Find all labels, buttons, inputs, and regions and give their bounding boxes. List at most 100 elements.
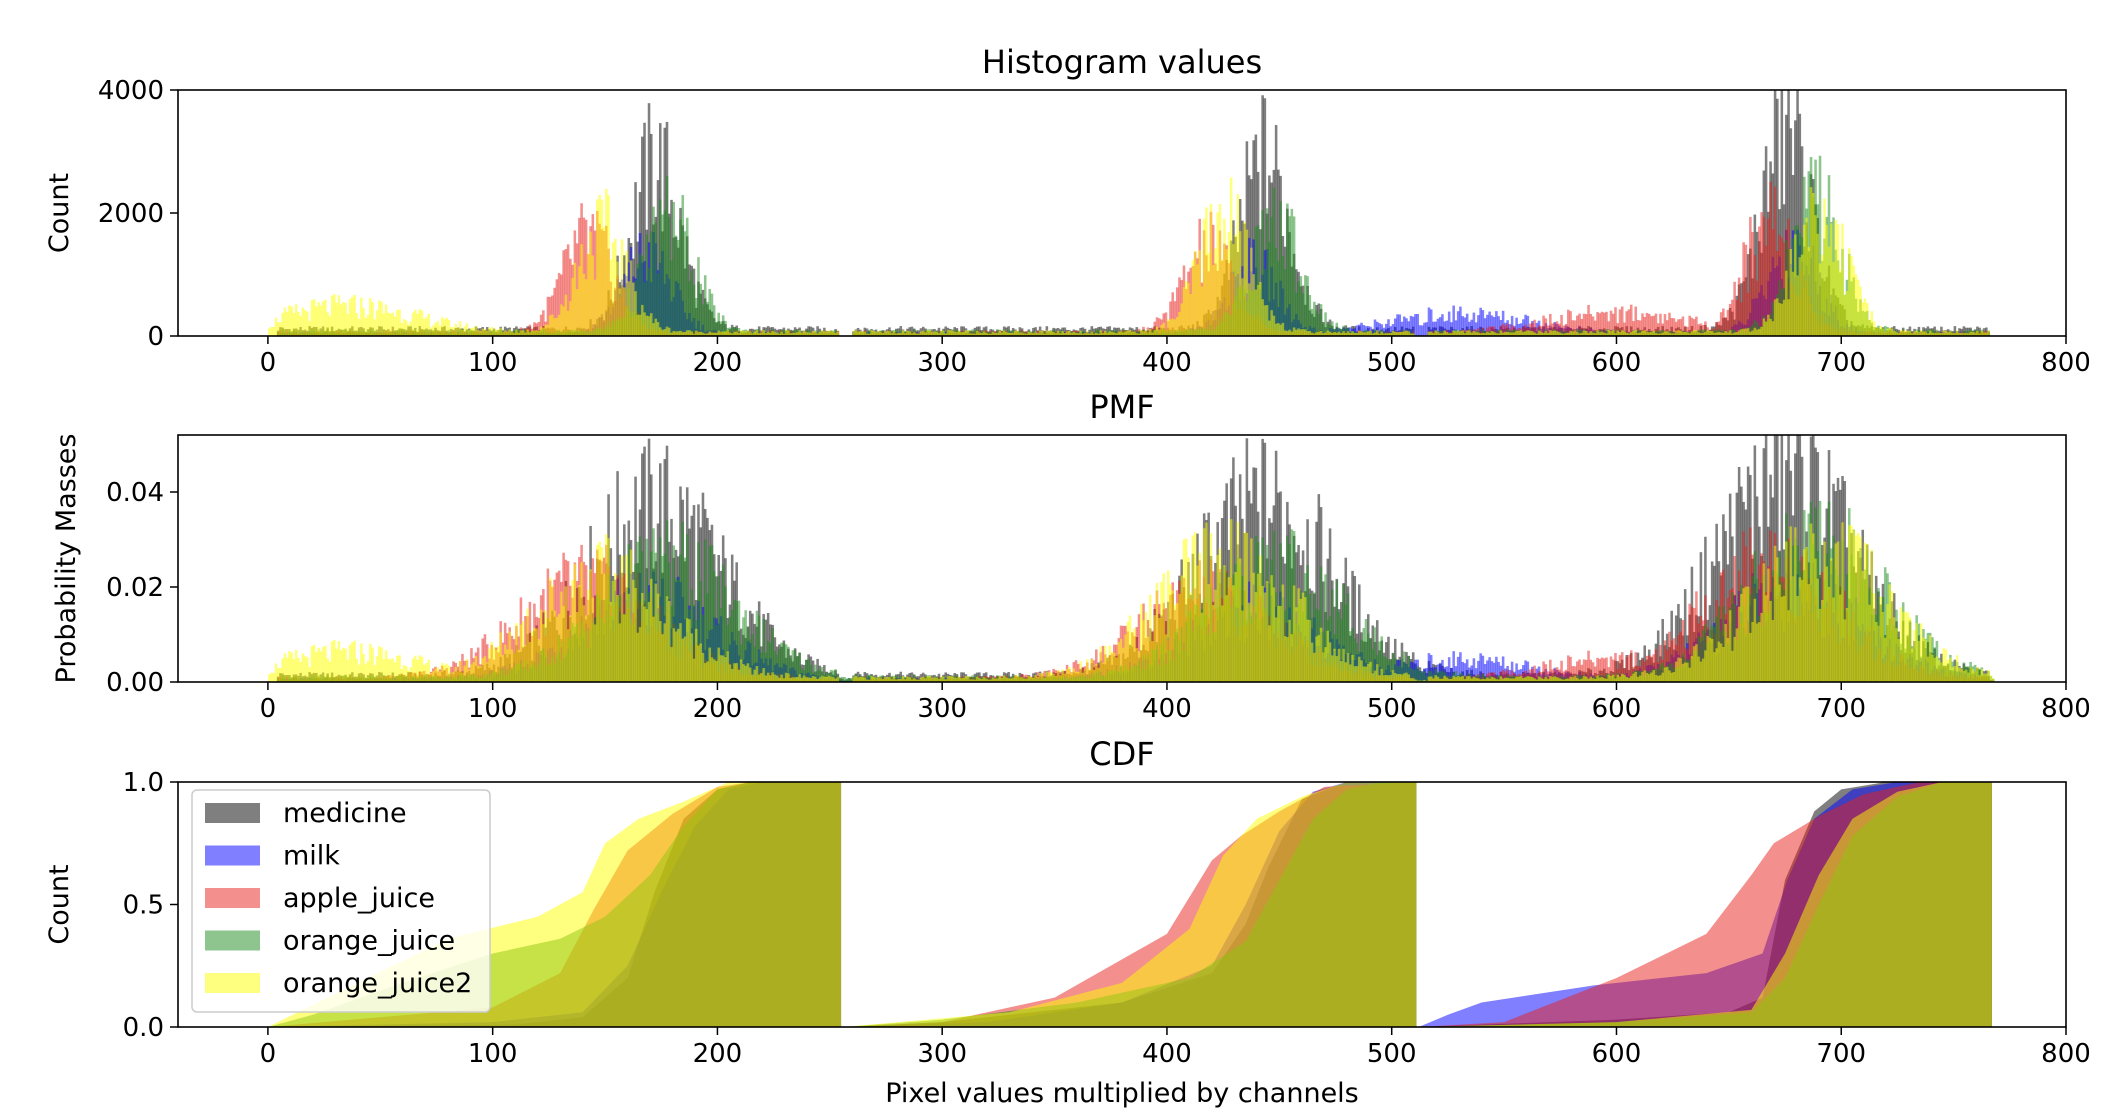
hist-bar [1268,242,1271,336]
hist-bar [1135,333,1139,336]
hist-bar [719,321,723,336]
hist-bar [1382,333,1386,336]
hist-bar [681,195,685,336]
hist-bar [1585,314,1588,336]
hist-bar [1351,570,1354,682]
hist-bar [405,320,408,336]
hist-bar [1029,332,1033,336]
hist-bar [924,332,927,336]
hist-bar [1052,332,1055,336]
hist-bar [425,317,428,336]
hist-bar [1656,323,1660,336]
hist-bar [1681,332,1685,336]
hist-bar [955,331,959,336]
hist-bar [1378,330,1381,336]
hist-bar [508,329,511,336]
hist-bar [757,333,761,336]
hist-bar [1704,321,1707,336]
hist-bar [1016,330,1019,336]
hist-bar [1456,330,1460,336]
hist-bar [1169,319,1172,336]
hist-bar [1794,234,1797,336]
hist-bar [1749,327,1752,336]
hist-bar [1411,333,1415,336]
hist-bar [1299,276,1303,336]
hist-bar [533,322,536,336]
hist-bar [283,307,287,336]
hist-bar [1445,332,1449,336]
hist-bar [422,318,426,336]
hist-bar [479,330,482,336]
hist-bar [1942,330,1945,336]
hist-bar [1101,333,1105,336]
hist-bar [1576,332,1579,336]
hist-bar [1706,330,1709,336]
hist-bar [1654,313,1658,336]
hist-bar [710,332,714,336]
hist-bar [1726,332,1730,336]
hist-bar [1353,333,1357,336]
hist-bar [1717,321,1721,336]
hist-bar [1104,330,1107,336]
hist-bar [1708,330,1712,336]
hist-bar [1976,330,1979,336]
hist-bar [1504,331,1507,336]
hist-bar [1744,244,1748,336]
hist-bar [1508,332,1512,336]
hist-bar [1546,332,1550,336]
hist-bar [1209,203,1213,336]
hist-bar [1910,333,1914,336]
hist-bar [1764,321,1768,336]
hist-bar [1477,332,1480,336]
hist-bar [859,331,862,336]
hist-bar [984,332,988,336]
hist-bar [784,330,788,336]
hist-bar [868,333,871,336]
hist-bar [533,330,536,336]
hist-bar [1971,332,1975,336]
hist-bar [1450,333,1453,336]
panel-0: 0 100 200 300 400 500 600 700 800020004000Histog… [44,43,2091,378]
hist-bar [688,528,691,682]
hist-bar [1690,317,1694,336]
hist-bar [1164,312,1168,336]
hist-bar [1355,325,1359,336]
hist-bar [1663,331,1667,336]
hist-bar [661,329,664,336]
hist-bar [1987,330,1990,336]
hist-bar [641,255,644,336]
hist-bar [1297,328,1300,336]
hist-bar [1477,315,1480,336]
hist-bar [1349,333,1352,336]
hist-bar [1063,327,1067,336]
hist-bar [445,317,449,336]
hist-bar [978,332,981,336]
hist-bar [787,330,790,336]
hist-bar [1486,331,1489,336]
hist-bar [829,331,833,336]
y-tick-label: 4000 [98,76,164,106]
hist-bar [1041,331,1044,336]
hist-bar [1306,331,1309,336]
hist-bar [1360,331,1363,336]
hist-bar [1704,331,1707,336]
hist-bar [1110,332,1114,336]
hist-bar [1490,330,1494,336]
hist-bar [778,333,781,336]
hist-bar [1713,332,1716,336]
hist-bar [1834,219,1838,336]
hist-bar [647,268,651,336]
hist-bar [1461,316,1464,336]
hist-bar [1724,531,1727,682]
hist-bar [620,239,624,336]
hist-bar [1665,320,1669,336]
hist-bar [1223,218,1226,336]
hist-bar [611,242,615,336]
hist-bar [1915,330,1918,336]
hist-bar [596,199,599,336]
hist-bar [1117,331,1121,336]
hist-bar [1362,332,1366,336]
hist-bar [1762,318,1766,336]
hist-bar [1778,302,1781,336]
hist-bar [1263,269,1267,336]
